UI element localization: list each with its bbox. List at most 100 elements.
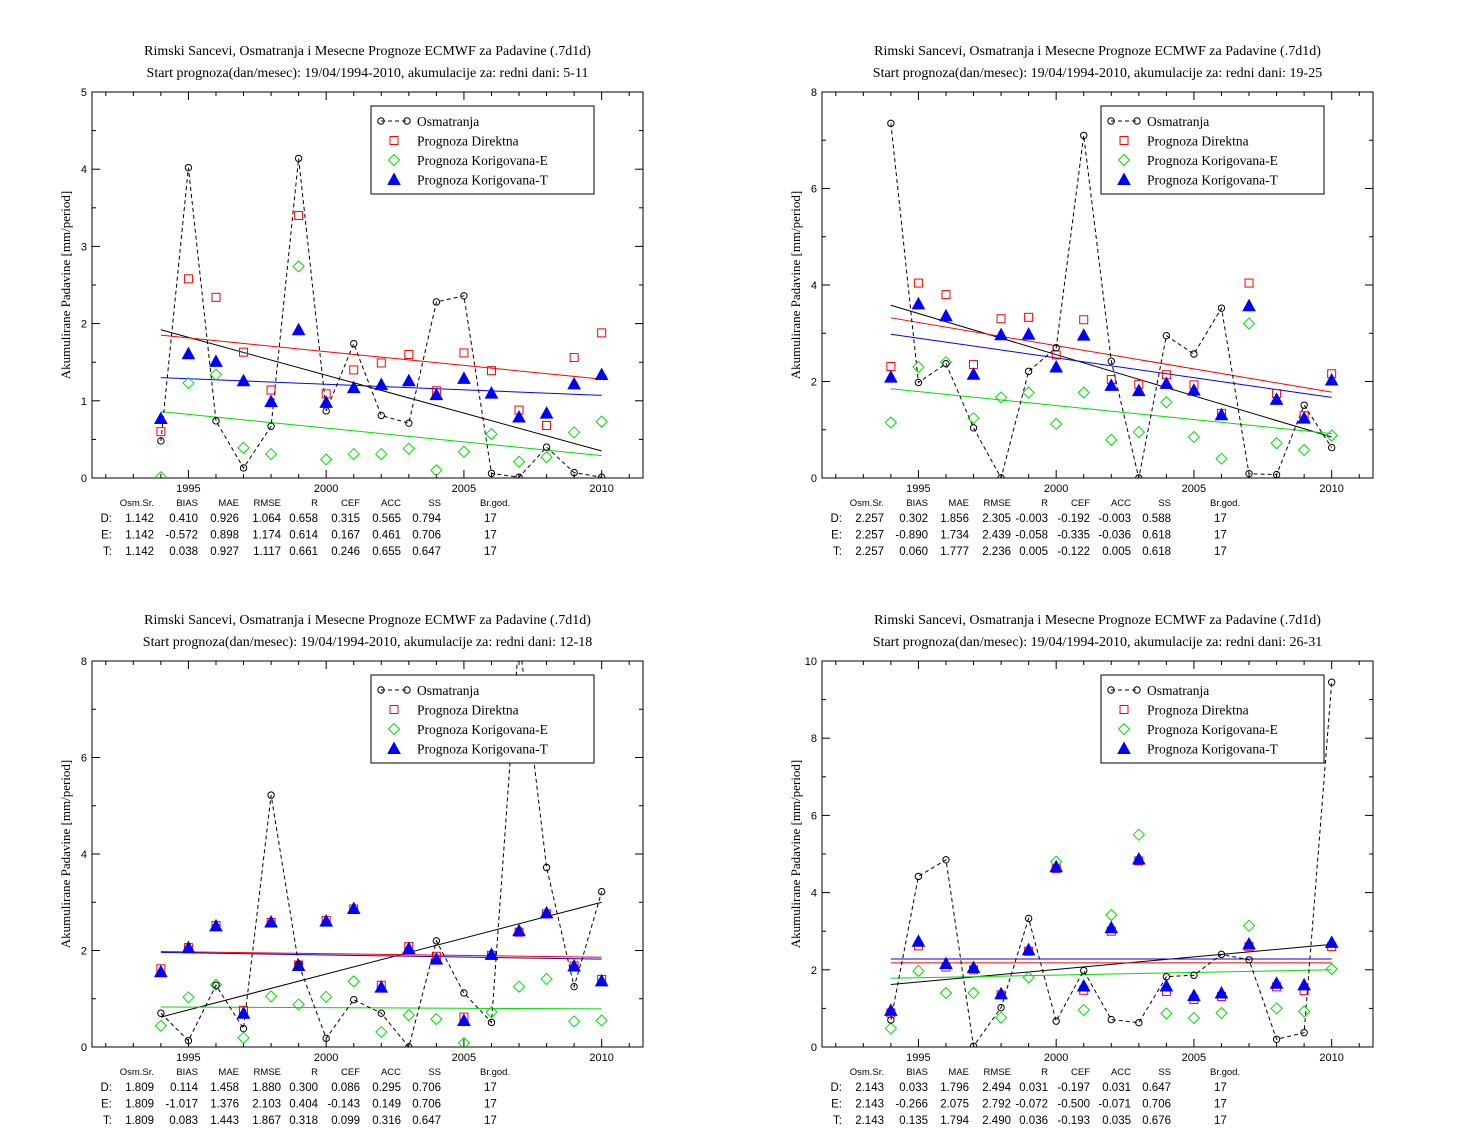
data-point-diamond [182, 991, 195, 1004]
trend-line-diamond [890, 388, 1332, 435]
y-tick-label: 6 [811, 810, 817, 822]
stats-cell: 1.856 [940, 513, 969, 525]
data-point-square [486, 366, 496, 376]
stats-cell: 0.794 [412, 513, 441, 525]
data-point-circle [1245, 469, 1253, 478]
trend-line-square [890, 317, 1332, 393]
stats-cell: 0.898 [210, 530, 239, 542]
stats-cell: 0.035 [1102, 1115, 1131, 1127]
data-point-triangle [236, 1006, 251, 1019]
legend-box [370, 105, 595, 195]
stats-cell: 1.443 [210, 1115, 239, 1127]
data-point-square [211, 292, 221, 302]
legend-label: Prognoza Korigovana-T [1147, 173, 1279, 188]
data-point-triangle [264, 914, 278, 928]
y-tick-label: 6 [811, 184, 817, 196]
data-point-diamond [512, 980, 526, 993]
data-point-diamond [1049, 417, 1063, 431]
data-point-diamond [264, 447, 278, 461]
stats-cell: 2.490 [982, 1115, 1011, 1127]
stats-header-cell: BIAS [176, 1067, 198, 1078]
data-point-diamond [595, 415, 608, 428]
data-point-triangle [484, 386, 499, 399]
stats-header-cell: Br.god. [480, 498, 510, 509]
data-point-square [569, 353, 579, 363]
data-point-circle [184, 163, 193, 172]
data-point-diamond [567, 426, 581, 439]
legend-box [370, 674, 595, 764]
stats-cell: -0.193 [1057, 1115, 1090, 1127]
y-tick-label: 10 [805, 656, 817, 668]
stats-cell: 17 [484, 546, 497, 558]
stats-row-label: T: [833, 1115, 842, 1127]
data-point-diamond [884, 416, 898, 429]
data-point-triangle [1242, 298, 1256, 312]
stats-cell: 1.777 [940, 546, 969, 558]
data-point-circle [570, 982, 578, 991]
stats-header-cell: CEF [1071, 498, 1090, 509]
legend-marker-square [1119, 136, 1129, 145]
data-point-diamond [292, 260, 305, 273]
data-point-triangle [374, 377, 389, 391]
stats-cell: -0.072 [1015, 1099, 1048, 1111]
trend-line-circle [890, 304, 1332, 438]
data-point-triangle [1159, 376, 1174, 389]
y-tick-label: 0 [811, 1042, 817, 1054]
legend-marker-circle [377, 686, 385, 694]
stats-cell: 17 [1214, 513, 1227, 525]
data-point-diamond [1215, 452, 1228, 465]
stats-cell: 0.588 [1142, 513, 1171, 525]
data-point-triangle [1324, 935, 1339, 948]
data-point-triangle [884, 370, 898, 383]
y-tick-label: 4 [81, 849, 87, 861]
data-point-diamond [540, 450, 553, 464]
stats-cell: 0.647 [1142, 1082, 1171, 1094]
legend-marker-circle [1107, 686, 1115, 694]
data-point-diamond [347, 447, 360, 461]
data-point-diamond [1242, 317, 1256, 330]
legend-label: Osmatranja [417, 683, 479, 698]
data-point-diamond [457, 1036, 471, 1047]
stats-cell: 1.867 [252, 1115, 281, 1127]
data-point-triangle [1076, 328, 1091, 341]
stats-row-label: E: [101, 1099, 112, 1111]
data-markers [884, 678, 1339, 1047]
stats-cell: 1.142 [125, 530, 154, 542]
x-tick-label: 1995 [176, 483, 200, 495]
stats-cell: 2.494 [982, 1082, 1011, 1094]
data-point-diamond [1187, 1011, 1201, 1025]
data-point-diamond [540, 972, 553, 986]
trend-lines [890, 304, 1332, 438]
data-point-diamond [1297, 443, 1311, 457]
stats-cell: 2.305 [982, 513, 1011, 525]
data-point-triangle [1242, 936, 1256, 950]
y-tick-label: 6 [81, 753, 87, 765]
data-point-triangle [236, 373, 251, 387]
stats-cell: -0.003 [1015, 513, 1048, 525]
data-point-diamond [1270, 1002, 1283, 1015]
data-point-triangle [1049, 359, 1064, 373]
legend-marker-diamond [1117, 153, 1131, 167]
data-point-circle [914, 872, 923, 881]
stats-cell: 1.796 [940, 1082, 969, 1094]
stats-cell: 0.005 [1019, 546, 1048, 558]
stats-cell: 0.410 [169, 513, 198, 525]
x-tick-label: 2005 [452, 483, 476, 495]
stats-header-cell: MAE [218, 498, 239, 509]
data-markers [154, 154, 609, 478]
trend-lines [160, 901, 602, 1018]
data-point-circle [377, 1009, 385, 1017]
stats-table: Osm.Sr. BIAS MAE RMSE R CEF ACC SS Br.god. D: 2.14… [831, 1067, 1241, 1127]
stats-cell: 1.880 [252, 1082, 281, 1094]
data-point-circle [1052, 1017, 1060, 1025]
data-point-diamond [1160, 396, 1173, 409]
y-axis-label: Akumulirane Padavine [mm/period] [58, 191, 73, 379]
data-point-circle [1190, 350, 1198, 358]
stats-cell: 0.038 [169, 546, 198, 558]
data-point-circle [887, 1016, 895, 1024]
data-point-square [542, 421, 552, 431]
y-tick-label: 2 [811, 377, 817, 389]
stats-cell: 1.809 [125, 1099, 154, 1111]
stats-cell: 2.075 [940, 1099, 969, 1111]
